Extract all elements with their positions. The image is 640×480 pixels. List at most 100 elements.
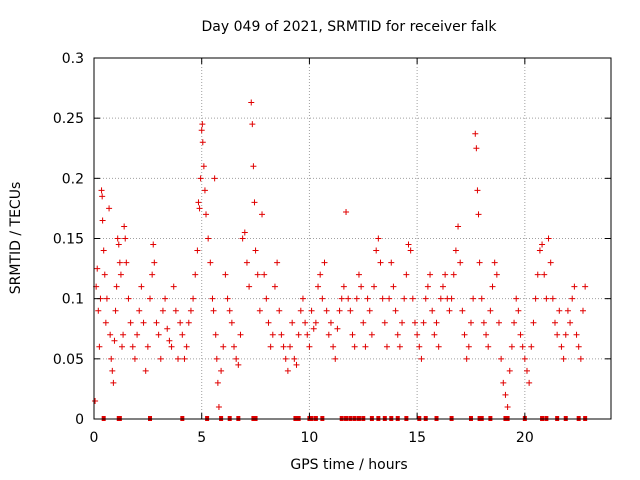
data-point (138, 283, 145, 290)
data-point (274, 259, 281, 266)
data-point (414, 331, 421, 338)
data-point (327, 319, 334, 326)
data-point (231, 343, 238, 350)
data-point (153, 319, 160, 326)
data-point (265, 319, 272, 326)
data-point (121, 223, 128, 230)
data-point (251, 199, 258, 206)
data-point (392, 307, 399, 314)
data-point (489, 283, 496, 290)
data-point (214, 379, 221, 386)
data-point (582, 283, 589, 290)
data-point (475, 211, 482, 218)
y-tick-label: 0.3 (62, 51, 84, 67)
data-point (315, 283, 322, 290)
data-point (575, 343, 582, 350)
data-point (480, 319, 487, 326)
data-point (549, 295, 556, 302)
data-point (111, 337, 118, 344)
data-point (543, 295, 550, 302)
data-point (113, 283, 120, 290)
data-point (541, 271, 548, 278)
data-point (407, 247, 414, 254)
data-point (127, 319, 134, 326)
data-points (92, 99, 589, 421)
data-point (511, 319, 518, 326)
y-tick-label: 0.05 (53, 352, 84, 368)
data-point (371, 283, 378, 290)
data-point (439, 283, 446, 290)
data-point (291, 355, 298, 362)
data-point (179, 331, 186, 338)
data-point (373, 247, 380, 254)
data-point (310, 325, 317, 332)
data-point (252, 247, 259, 254)
data-point (528, 343, 535, 350)
data-point (539, 241, 546, 248)
data-point (500, 379, 507, 386)
x-tick-label: 20 (516, 430, 534, 446)
data-point (437, 295, 444, 302)
data-point (199, 121, 206, 128)
data-point (101, 271, 108, 278)
data-point (452, 247, 459, 254)
data-point (349, 331, 356, 338)
data-point (567, 319, 574, 326)
data-point (463, 355, 470, 362)
data-point (120, 331, 127, 338)
data-point (256, 307, 263, 314)
data-point (366, 307, 373, 314)
data-point (321, 259, 328, 266)
data-point (269, 331, 276, 338)
data-point (577, 355, 584, 362)
data-point (383, 343, 390, 350)
data-point (92, 397, 99, 404)
data-point (151, 259, 158, 266)
data-point (403, 271, 410, 278)
data-point (508, 343, 515, 350)
data-point (338, 295, 345, 302)
data-point (308, 307, 315, 314)
data-point (99, 193, 106, 200)
data-point (94, 265, 101, 272)
data-point (211, 175, 218, 182)
data-point (534, 271, 541, 278)
data-point (560, 355, 567, 362)
data-point (409, 295, 416, 302)
data-point (117, 271, 124, 278)
data-point (358, 283, 365, 290)
data-point (215, 403, 222, 410)
data-point (498, 355, 505, 362)
data-point (157, 355, 164, 362)
data-point (243, 259, 250, 266)
data-point (99, 217, 106, 224)
data-point (424, 283, 431, 290)
data-point (218, 367, 225, 374)
data-point (523, 367, 530, 374)
data-point (100, 247, 107, 254)
data-point (442, 271, 449, 278)
data-point (513, 295, 520, 302)
data-point (343, 209, 350, 216)
data-point (136, 307, 143, 314)
data-point (261, 271, 268, 278)
data-point (556, 307, 563, 314)
data-point (446, 307, 453, 314)
y-tick-label: 0.25 (53, 111, 84, 127)
data-point (235, 361, 242, 368)
data-point (166, 337, 173, 344)
data-point (411, 319, 418, 326)
data-point (317, 271, 324, 278)
data-point (429, 307, 436, 314)
data-point (347, 307, 354, 314)
data-point (194, 247, 201, 254)
data-point (192, 271, 199, 278)
data-point (207, 259, 214, 266)
data-point (330, 343, 337, 350)
data-point (334, 325, 341, 332)
data-point (190, 295, 197, 302)
data-point (381, 319, 388, 326)
data-point (125, 295, 132, 302)
x-tick-label: 0 (90, 430, 99, 446)
data-point (521, 355, 528, 362)
